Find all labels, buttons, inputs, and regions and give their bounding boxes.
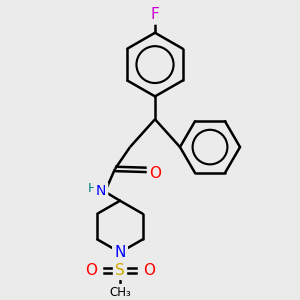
Text: S: S (115, 263, 125, 278)
Text: H: H (87, 182, 97, 195)
Text: N: N (96, 184, 106, 198)
Text: O: O (85, 263, 97, 278)
Text: N: N (114, 245, 126, 260)
Text: F: F (151, 8, 159, 22)
Text: O: O (149, 167, 161, 182)
Text: CH₃: CH₃ (109, 286, 131, 299)
Text: O: O (143, 263, 155, 278)
